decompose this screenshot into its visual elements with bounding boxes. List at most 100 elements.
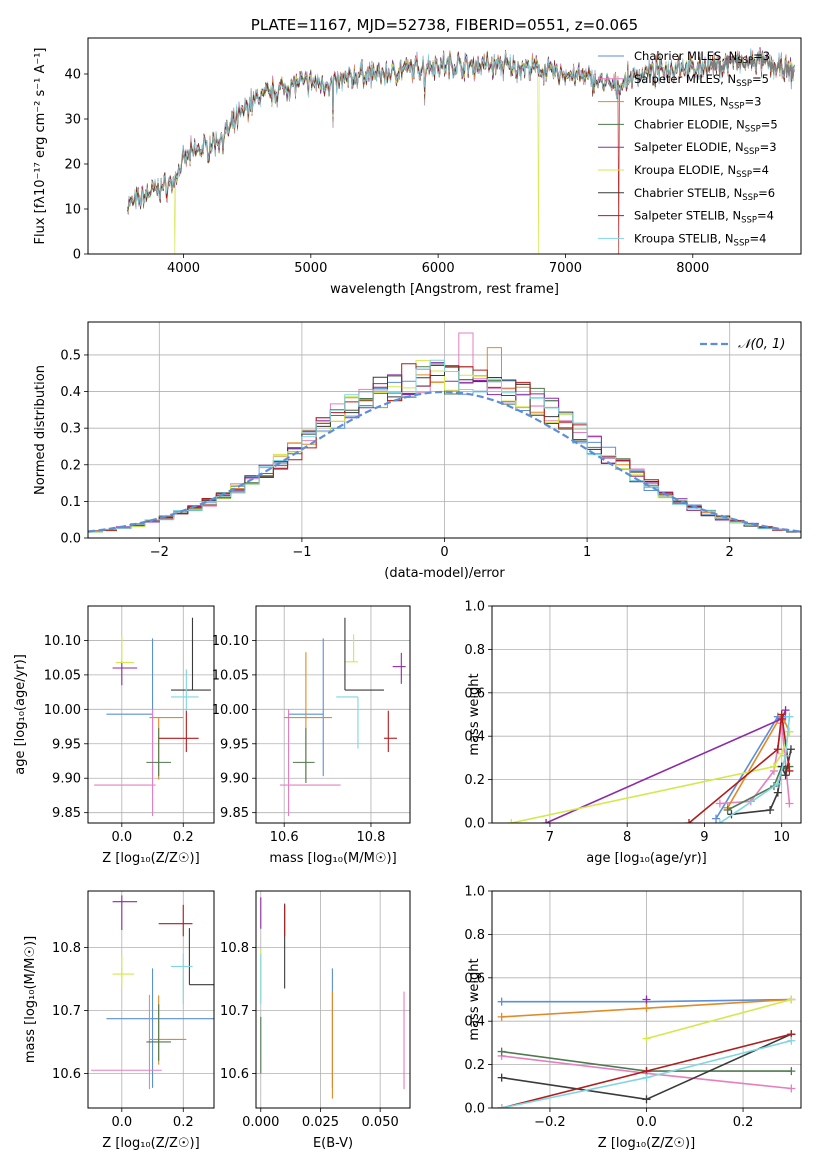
x-tick-label: 0.025: [302, 1115, 339, 1130]
x-tick-label: 4000: [167, 261, 200, 276]
x-axis-label: Z [log₁₀(Z/Z☉)]: [102, 1136, 199, 1151]
x-tick-label: 2: [726, 545, 734, 560]
y-tick-label: 1.0: [464, 600, 485, 615]
y-tick-label: 30: [64, 113, 81, 128]
y-tick-label: 10.10: [44, 634, 81, 649]
x-tick-label: 10.6: [270, 830, 299, 845]
x-axis-label: E(B-V): [313, 1136, 353, 1151]
y-tick-label: 10.8: [52, 941, 81, 956]
weight-marker: [787, 1036, 796, 1045]
x-tick-label: 10.8: [356, 830, 385, 845]
weight-marker: [497, 1073, 506, 1082]
data-point: [112, 955, 135, 987]
ticks: 4000 5000 6000 7000 8000 0 10 20 30 40: [64, 68, 709, 277]
x-tick-label: 8: [623, 830, 631, 845]
panel-mass-vs-ebv: 0.000 0.025 0.050 10.6 10.7 10.8 E(B-V): [220, 890, 411, 1151]
panel-spectrum: 4000 5000 6000 7000 8000 0 10 20 30 40 wavelength …: [33, 37, 802, 297]
y-tick-label: 10.05: [212, 668, 249, 683]
spectrum-model-line: [127, 47, 795, 210]
y-tick-label: 0.2: [60, 458, 81, 473]
weight-series: [715, 712, 794, 823]
data-point: [344, 617, 384, 691]
x-axis-label: Z [log₁₀(Z/Z☉)]: [598, 1136, 695, 1151]
x-axis-label: age [log₁₀(age/yr)]: [586, 851, 707, 866]
weight-series: [684, 710, 794, 823]
axes-frame: [87, 37, 802, 255]
x-tick-label: 1: [583, 545, 591, 560]
weight-marker: [786, 745, 795, 754]
x-tick-label: 6000: [422, 261, 455, 276]
weight-line: [719, 716, 791, 823]
weight-marker: [787, 1084, 796, 1093]
weight-marker: [773, 779, 782, 788]
ticks: −0.2 0.0 0.2 0.0 0.2 0.4 0.6 0.8 1.0: [464, 885, 753, 1131]
panel-age-vs-mass: 10.6 10.8 9.85 9.90 9.95 10.00 10.05 10.10 mass …: [212, 605, 411, 866]
x-tick-label: 7000: [549, 261, 582, 276]
data-point: [170, 953, 193, 1005]
legend-label: Salpeter ELODIE, NSSP=3: [634, 140, 777, 157]
x-tick-label: 9: [700, 830, 708, 845]
weight-marker: [642, 1095, 651, 1104]
data-point: [115, 634, 135, 664]
x-tick-label: 0.2: [733, 1115, 754, 1130]
x-axis-label: (data-model)/error: [384, 566, 505, 581]
weight-marker: [723, 805, 732, 814]
ticks: −2 −1 0 1 2 0.0 0.1 0.2 0.3 0.4 0.5: [60, 348, 734, 560]
axes-frame: [87, 605, 215, 824]
x-tick-label: 7: [546, 830, 554, 845]
legend: Chabrier MILES, NSSP=3 Salpeter MILES, NS…: [598, 49, 778, 248]
x-tick-label: 0: [440, 545, 448, 560]
x-tick-label: 10: [773, 830, 790, 845]
y-tick-label: 0.4: [60, 385, 81, 400]
axes-frame: [491, 890, 802, 1109]
weight-marker: [769, 762, 778, 771]
residual-histogram: [88, 360, 801, 533]
axes-frame: [87, 321, 802, 539]
legend-label: Salpeter MILES, NSSP=5: [634, 72, 769, 89]
plot-area: [256, 891, 410, 1108]
weight-marker: [785, 799, 794, 808]
weight-line: [688, 714, 791, 823]
y-tick-label: 10.00: [212, 703, 249, 718]
panel-residuals: −2 −1 0 1 2 0.0 0.1 0.2 0.3 0.4 0.5 (data-model)/er…: [33, 321, 802, 581]
x-tick-label: 0.0: [111, 830, 132, 845]
y-axis-label: Flux [fλ10⁻¹⁷ erg cm⁻² s⁻¹ A⁻¹]: [33, 48, 48, 245]
y-tick-label: 9.90: [220, 772, 249, 787]
weight-marker: [497, 1047, 506, 1056]
weight-marker: [715, 799, 724, 808]
weight-marker: [773, 745, 782, 754]
y-axis-label: mass [log₁₀(M/M☉)]: [23, 936, 38, 1063]
weight-marker: [781, 751, 790, 760]
weight-marker: [787, 995, 796, 1004]
legend-label: Kroupa MILES, NSSP=3: [634, 95, 761, 112]
data-point: [158, 710, 199, 753]
y-tick-label: 9.95: [220, 737, 249, 752]
spectrum-tail-line: [711, 53, 795, 80]
x-tick-label: −1: [292, 545, 311, 560]
data-point: [170, 617, 211, 691]
data-point: [292, 727, 315, 784]
data-point: [336, 696, 359, 749]
y-tick-label: 0.5: [60, 348, 81, 363]
y-tick-label: 10.6: [52, 1067, 81, 1082]
weight-marker: [712, 814, 721, 823]
plot-area: [88, 891, 214, 1108]
y-tick-label: 20: [64, 158, 81, 173]
data-point: [383, 710, 397, 753]
y-tick-label: 10.05: [44, 668, 81, 683]
panel-age-vs-metallicity: 0.0 0.2 9.85 9.90 9.95 10.00 10.05 10.10 Z [log₁…: [13, 605, 215, 866]
x-tick-label: −2: [150, 545, 169, 560]
y-tick-label: 0.1: [60, 495, 81, 510]
plot-area: [492, 606, 801, 823]
panel-mass-vs-metallicity: 0.0 0.2 10.6 10.7 10.8 Z [log₁₀(Z/Z☉)] mass [l…: [23, 890, 215, 1151]
x-axis-label: mass [log₁₀(M/M☉)]: [269, 851, 396, 866]
ticks: 0.0 0.2 10.6 10.7 10.8: [52, 941, 194, 1130]
y-tick-label: 0.8: [464, 928, 485, 943]
data-point: [392, 652, 406, 684]
normal-distribution-line: [88, 390, 801, 533]
weight-marker: [781, 706, 790, 715]
weight-marker: [507, 819, 516, 823]
legend-label: Chabrier STELIB, NSSP=6: [634, 186, 775, 203]
legend-label: Chabrier ELODIE, NSSP=5: [634, 117, 778, 134]
weight-marker: [642, 995, 651, 1004]
